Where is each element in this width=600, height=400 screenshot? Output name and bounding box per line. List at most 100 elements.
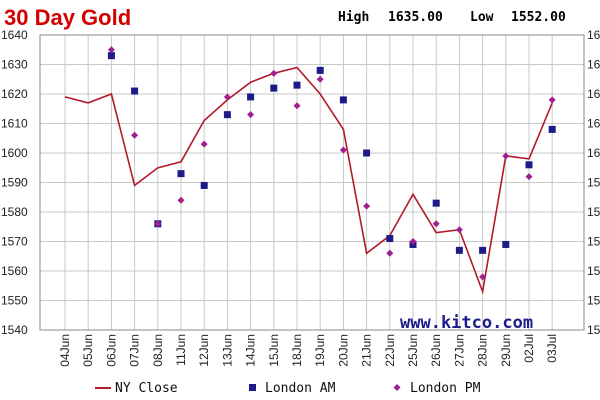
- london-pm-point: [107, 46, 115, 54]
- london-pm-point: [432, 220, 440, 228]
- x-tick-label: 18Jun: [290, 334, 304, 367]
- y-tick-label-left: 1590: [1, 176, 28, 190]
- x-tick-label: 28Jun: [476, 334, 490, 367]
- london-pm-point: [363, 202, 371, 210]
- london-am-point: [200, 181, 208, 189]
- y-tick-label-left: 1600: [1, 146, 28, 160]
- plot-border: [39, 34, 585, 331]
- chart-title: 30 Day Gold: [4, 5, 131, 30]
- london-am-point: [548, 125, 556, 133]
- y-tick-label-left: 1550: [1, 294, 28, 308]
- london-am-point: [107, 52, 115, 60]
- legend-square-icon: [249, 384, 256, 391]
- london-pm-point: [455, 226, 463, 234]
- london-am-point: [363, 149, 371, 157]
- london-pm-point: [154, 220, 162, 228]
- london-pm-point: [409, 238, 417, 245]
- london-pm-point: [293, 102, 301, 110]
- y-tick-label-right: 16: [587, 146, 600, 160]
- x-tick-label: 25Jun: [406, 334, 420, 367]
- x-tick-label: 26Jun: [429, 334, 443, 367]
- high-value: 1635.00: [388, 10, 443, 25]
- london-pm-point: [200, 140, 208, 148]
- london-pm-point: [339, 146, 347, 154]
- london-pm-point: [316, 75, 324, 83]
- x-tick-label: 29Jun: [499, 334, 513, 367]
- y-tick-label-left: 1580: [1, 205, 28, 219]
- legend-item: NY Close: [95, 381, 178, 396]
- london-pm-point: [479, 273, 487, 281]
- london-am-point: [316, 66, 324, 74]
- kitco-watermark: www.kitco.com: [400, 313, 533, 333]
- y-tick-label-left: 1630: [1, 58, 28, 72]
- x-tick-label: 22Jun: [383, 334, 397, 367]
- london-pm-point: [177, 196, 185, 204]
- legend-item: London PM: [393, 381, 481, 396]
- x-tick-label: 19Jun: [313, 334, 327, 367]
- ny-close-line: [64, 66, 553, 295]
- y-axis-right: 15 15 15 15 15 15 16 16 16 16 16: [587, 28, 600, 337]
- y-tick-label-right: 16: [587, 87, 600, 101]
- x-tick-label: 08Jun: [151, 334, 165, 367]
- plot-area: 1540 1550 1560 1570 1580 1590 1600 1610 1620 1630…: [1, 28, 600, 367]
- x-tick-label: 07Jun: [128, 334, 142, 367]
- x-tick-label: 11Jun: [174, 334, 188, 366]
- london-am-point: [432, 199, 440, 207]
- london-pm-point: [223, 93, 231, 101]
- london-am-point: [386, 235, 394, 243]
- y-axis-left: 1540 1550 1560 1570 1580 1590 1600 1610 1620 1630…: [1, 28, 28, 337]
- london-am-point: [270, 84, 278, 92]
- x-tick-label: 05Jun: [81, 334, 95, 367]
- series-layer: [64, 46, 556, 295]
- x-tick-label: 13Jun: [220, 334, 234, 367]
- london-am-point: [293, 81, 301, 89]
- london-am-point: [479, 246, 487, 254]
- y-tick-label-left: 1570: [1, 235, 28, 249]
- x-tick-label: 06Jun: [104, 334, 118, 367]
- london-pm-point: [247, 111, 255, 119]
- london-am-point: [177, 170, 185, 178]
- y-tick-label-right: 15: [587, 235, 600, 249]
- london-am-point: [131, 87, 139, 95]
- london-am-point: [502, 240, 510, 248]
- legend-diamond-icon: [393, 384, 401, 391]
- high-label: High: [338, 10, 369, 25]
- legend-label: London PM: [410, 381, 481, 396]
- low-value: 1552.00: [511, 10, 566, 25]
- london-pm-point: [270, 69, 278, 77]
- y-tick-label-right: 15: [587, 176, 600, 190]
- london-pm-point: [131, 131, 139, 139]
- y-tick-label-left: 1610: [1, 117, 28, 131]
- london-pm-point: [502, 152, 510, 160]
- london-pm-point: [386, 249, 394, 257]
- low-label: Low: [470, 10, 494, 25]
- london-pm-point: [548, 96, 556, 104]
- y-tick-label-left: 1540: [1, 323, 28, 337]
- y-tick-label-right: 15: [587, 205, 600, 219]
- y-tick-label-right: 15: [587, 323, 600, 337]
- london-am-point: [223, 111, 231, 119]
- london-am-point: [339, 96, 347, 104]
- y-tick-label-right: 15: [587, 294, 600, 308]
- x-tick-label: 15Jun: [267, 334, 281, 367]
- london-am-point: [525, 161, 533, 169]
- x-tick-label: 04Jun: [58, 334, 72, 367]
- y-tick-label-right: 16: [587, 58, 600, 72]
- legend-item: London AM: [249, 381, 336, 396]
- x-tick-label: 20Jun: [336, 334, 350, 367]
- x-axis: 04Jun 05Jun 06Jun 07Jun 08Jun 11Jun 12Jun 13Jun…: [58, 334, 559, 367]
- x-tick-label: 03Jul: [545, 334, 559, 363]
- london-pm-point: [525, 173, 533, 181]
- legend-label: NY Close: [115, 381, 178, 396]
- x-tick-label: 21Jun: [360, 334, 374, 367]
- x-tick-label: 14Jun: [244, 334, 258, 367]
- x-tick-label: 12Jun: [197, 334, 211, 367]
- y-tick-label-left: 1620: [1, 87, 28, 101]
- legend-label: London AM: [265, 381, 336, 396]
- y-tick-label-right: 15: [587, 264, 600, 278]
- legend: NY Close London AM London PM: [95, 381, 481, 396]
- y-tick-label-left: 1560: [1, 264, 28, 278]
- london-am-point: [455, 246, 463, 254]
- london-am-point: [247, 93, 255, 101]
